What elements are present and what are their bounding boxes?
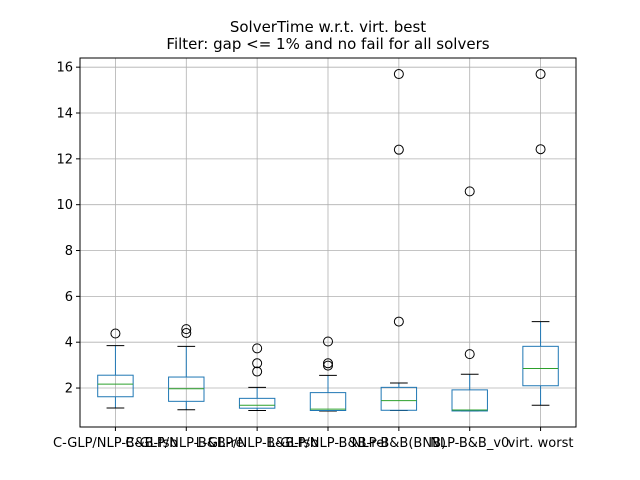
- box-6-flier-0: [535, 144, 546, 155]
- box-2-flier-0: [252, 366, 263, 377]
- box-2-iqr: [238, 397, 276, 409]
- box-3-flier-0: [323, 360, 333, 371]
- y-tick-label-4: 10: [56, 198, 73, 213]
- box-1-flier-0: [181, 328, 192, 339]
- y-tick-label-7: 16: [56, 61, 73, 76]
- y-tick-label-3: 8: [65, 244, 73, 259]
- box-3-flier-2: [323, 336, 333, 347]
- box-3: [309, 336, 347, 412]
- box-0: [97, 328, 134, 409]
- x-tick-label-3: L-GLP/NLP-B&B-rel: [268, 436, 388, 451]
- box-2-flier-2: [252, 343, 263, 354]
- box-3-flier-1: [323, 358, 333, 369]
- box-6: [522, 69, 559, 406]
- x-axis: C-GLP/NLP-B&B-fsbC-GLP/NLP-B&B-relL-GLP/…: [53, 427, 573, 451]
- box-0-flier-0: [110, 328, 121, 339]
- box-4-flier-1: [393, 144, 404, 155]
- box-5-flier-1: [464, 186, 475, 197]
- box-3-iqr: [309, 392, 347, 411]
- box-6-flier-1: [535, 69, 546, 80]
- box-4-flier-2: [393, 69, 404, 80]
- box-5-iqr: [451, 389, 488, 412]
- chart-title: SolverTime w.r.t. virt. best: [230, 18, 426, 36]
- grid-lines: [80, 58, 576, 427]
- box-4: [380, 69, 418, 411]
- box-0-iqr: [97, 374, 134, 398]
- y-tick-label-1: 4: [65, 336, 73, 351]
- y-tick-label-6: 14: [56, 107, 73, 122]
- box-2: [238, 343, 276, 411]
- box-1-flier-1: [181, 324, 192, 335]
- x-tick-label-0: C-GLP/NLP-B&B-fsb: [53, 436, 178, 451]
- box-4-iqr: [380, 386, 418, 411]
- x-tick-label-5: NLP-B&B_v0: [430, 436, 509, 451]
- box-5-flier-0: [464, 349, 475, 360]
- x-tick-label-4: NLP-B&B(BNB): [352, 436, 446, 451]
- y-tick-label-0: 2: [65, 382, 73, 397]
- x-tick-label-6: virt. worst: [508, 436, 574, 451]
- box-1: [168, 324, 205, 411]
- x-tick-label-2: L-GLP/NLP-B&B-fsb: [196, 436, 319, 451]
- box-5: [451, 186, 488, 412]
- y-tick-label-5: 12: [56, 152, 73, 167]
- x-tick-label-1: C-GLP/NLP-B&B-rel: [125, 436, 247, 451]
- y-tick-label-2: 6: [65, 290, 73, 305]
- box-2-flier-1: [252, 358, 263, 369]
- box-4-flier-0: [393, 316, 404, 327]
- y-axis: 2 4 6 8 10 12 14 16: [56, 61, 80, 397]
- chart-subtitle: Filter: gap <= 1% and no fail for all so…: [166, 35, 489, 53]
- box-6-iqr: [522, 345, 559, 387]
- box-series: [97, 69, 559, 412]
